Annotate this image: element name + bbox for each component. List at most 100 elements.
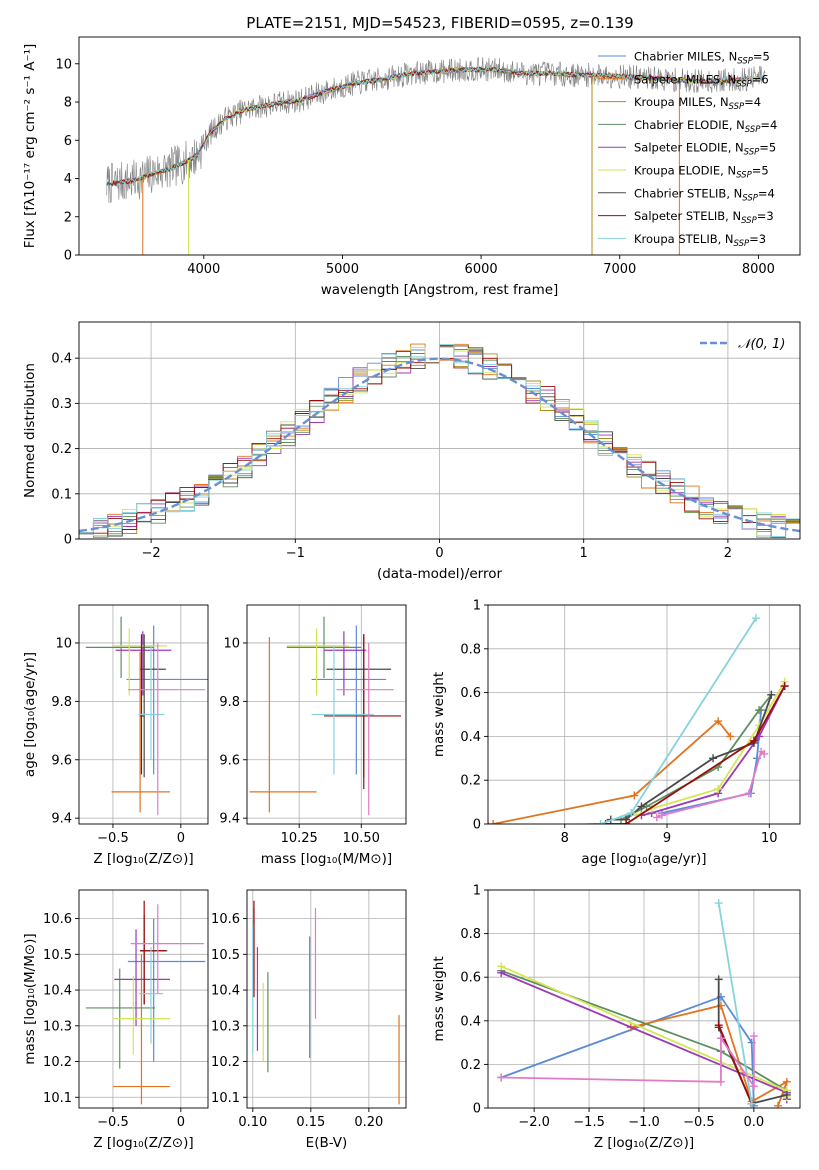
x-tick-label: −1.5 [573, 1115, 605, 1130]
weight-marker [749, 736, 758, 745]
legend-count: =5 [753, 50, 770, 64]
y-tick-label: 2 [64, 210, 72, 225]
legend-label-name: Salpeter MILES, N [634, 72, 736, 86]
y-tick-label: 0.4 [460, 1014, 481, 1029]
plot-area-spectrum [106, 56, 766, 255]
plot-spectrum: 4000 5000 6000 7000 8000 0 2 4 6 8 10 wavelength [A… [22, 36, 801, 298]
y-tick-label: 10.1 [211, 1091, 240, 1106]
x-tick-label: 4000 [187, 262, 220, 277]
plot-age-vs-mass: 10.25 10.50 9.4 9.6 9.8 10 mass [log₁₀(M/M⊙)] [219, 604, 407, 867]
weight-marker [630, 791, 639, 800]
y-tick-label: 10.1 [43, 1091, 72, 1106]
plot-area-mass-weight-vs-Z [497, 899, 791, 1108]
weight-marker [596, 820, 605, 824]
weight-marker [714, 784, 723, 793]
legend-label: Salpeter STELIB, NSSP=3 [634, 209, 774, 226]
legend-label-name: Chabrier MILES, N [634, 50, 737, 64]
weight-marker [782, 1077, 791, 1086]
y-tick-label: 10.6 [43, 912, 72, 927]
y-tick-label: 0.6 [460, 971, 481, 986]
x-tick-label: 0.20 [354, 1115, 383, 1130]
y-tick-label: 10.2 [43, 1055, 72, 1070]
legend-subscript: SSP [741, 216, 757, 226]
y-tick-label: 10.4 [43, 984, 72, 999]
x-axis-label: mass [log₁₀(M/M⊙)] [261, 851, 392, 867]
axes-frame [246, 889, 407, 1109]
weight-marker [774, 1101, 783, 1108]
y-tick-label: 0 [64, 249, 72, 264]
weight-marker [755, 706, 764, 715]
weight-marker [767, 690, 776, 699]
plot-mass-vs-EBV: 0.10 0.15 0.20 10.1 10.2 10.3 10.4 10.5 10.6 E(B-… [211, 889, 407, 1151]
y-tick-label: 0.2 [460, 1058, 481, 1073]
y-tick-label: 10.3 [211, 1019, 240, 1034]
legend-count: =4 [760, 118, 777, 132]
x-tick-label: −2.0 [518, 1115, 550, 1130]
y-tick-label: 9.6 [219, 753, 240, 768]
axes-frame [487, 604, 801, 825]
weight-marker [497, 962, 506, 971]
weight-line [492, 719, 732, 824]
legend-subscript: SSP [736, 79, 752, 89]
x-tick-label: −0.5 [683, 1115, 715, 1130]
legend-label: Kroupa ELODIE, NSSP=5 [634, 164, 769, 181]
weight-marker [709, 754, 718, 763]
legend-count: =4 [744, 95, 761, 109]
x-axis-label: wavelength [Angstrom, rest frame] [321, 282, 559, 298]
legend-count: =5 [752, 164, 769, 178]
y-tick-label: 10.2 [211, 1055, 240, 1070]
x-tick-label: 0.10 [238, 1115, 267, 1130]
weight-marker [726, 732, 735, 741]
y-tick-label: 9.4 [219, 812, 240, 827]
legend-label: Chabrier STELIB, NSSP=4 [634, 186, 775, 203]
weight-marker [497, 1073, 506, 1082]
axes-frame [78, 36, 801, 256]
x-tick-label: 2 [724, 546, 732, 561]
y-tick-label: 0.4 [51, 352, 72, 367]
y-axis-label: mass weight [431, 672, 447, 757]
weight-marker [622, 820, 631, 824]
x-tick-label: 9 [663, 831, 671, 846]
legend-label-name: Chabrier ELODIE, N [634, 118, 745, 132]
legend-count: =5 [759, 141, 776, 155]
weight-marker [714, 975, 723, 984]
y-tick-label: 9.4 [51, 812, 72, 827]
legend-subscript: SSP [745, 125, 761, 135]
legend-subscript: SSP [744, 148, 760, 158]
legend-label: Salpeter ELODIE, NSSP=5 [634, 141, 776, 158]
x-tick-label: 6000 [465, 262, 498, 277]
weight-marker [714, 717, 723, 726]
legend-label-name: Kroupa STELIB, N [634, 232, 734, 246]
legend-label: Salpeter MILES, NSSP=6 [634, 72, 769, 89]
y-tick-label: 1 [473, 599, 481, 614]
figure-title: PLATE=2151, MJD=54523, FIBERID=0595, z=0… [246, 14, 633, 32]
plot-area-mass-vs-Z [85, 900, 206, 1105]
y-tick-label: 10 [55, 57, 72, 72]
weight-marker [657, 811, 666, 820]
y-tick-label: 6 [64, 134, 72, 149]
legend-subscript: SSP [734, 239, 750, 249]
x-tick-label: 7000 [603, 262, 636, 277]
x-tick-label: −1.0 [628, 1115, 660, 1130]
y-axis-label: Normed distribution [22, 363, 38, 498]
x-tick-label: 0 [177, 831, 185, 846]
legend-subscript: SSP [729, 102, 745, 112]
plot-age-vs-Z: −0.5 0 9.4 9.6 9.8 10 Z [log₁₀(Z/Z⊙)] age [log₁… [22, 604, 209, 867]
legend-label-name: Salpeter ELODIE, N [634, 141, 744, 155]
legend-label-name: Salpeter STELIB, N [634, 209, 741, 223]
weight-line [500, 995, 755, 1106]
plot-mass-weight-vs-Z: −2.0 −1.5 −1.0 −0.5 0.0 0 0.2 0.4 0.6 0.8 1 Z [log₁… [431, 884, 801, 1151]
legend-label: Chabrier MILES, NSSP=5 [634, 50, 770, 67]
plot-residuals: −2 −1 0 1 2 0 0.1 0.2 0.3 0.4 (data-model)/error No… [22, 321, 801, 582]
axes-frame [78, 604, 209, 825]
weight-marker [714, 1021, 723, 1030]
y-axis-label: mass [log₁₀(M/M⊙)] [22, 933, 38, 1064]
x-axis-label: E(B-V) [306, 1135, 348, 1151]
y-tick-label: 10.6 [211, 912, 240, 927]
axes-frame [246, 604, 407, 825]
plot-area-age-vs-Z [85, 616, 208, 816]
x-axis-label: Z [log₁₀(Z/Z⊙)] [93, 1135, 193, 1151]
x-tick-label: −2 [142, 546, 161, 561]
model-line-salpeter-stelib [111, 66, 741, 187]
